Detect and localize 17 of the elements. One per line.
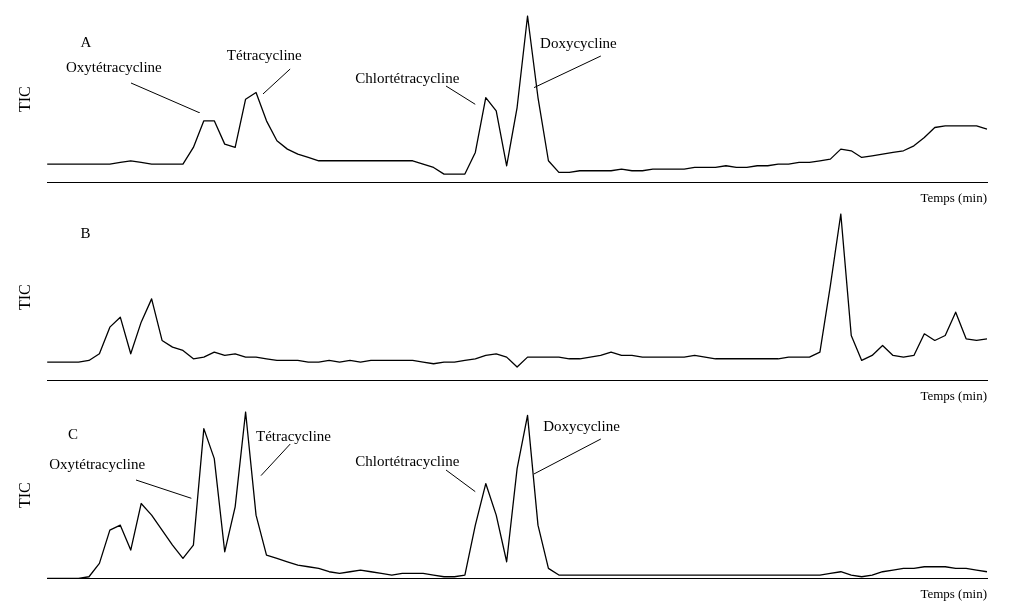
y-axis-title: TIC <box>15 482 33 509</box>
x-axis-title: Temps (min) <box>920 189 987 205</box>
annotation: Chlortétracycline <box>355 452 460 469</box>
y-axis-title: TIC <box>15 284 33 311</box>
annotation: Oxytétracycline <box>66 58 163 75</box>
annotation: B <box>80 224 91 241</box>
x-axis-title: Temps (min) <box>920 585 987 601</box>
y-axis-title: TIC <box>15 86 33 113</box>
annotation: Tétracycline <box>226 46 303 63</box>
annotation: Chlortétracycline <box>355 70 460 87</box>
annotation: Tétracycline <box>256 427 332 444</box>
annotation: C <box>68 426 79 443</box>
x-axis-title: Temps (min) <box>920 387 987 403</box>
annotation: Oxytétracycline <box>49 456 146 473</box>
annotation: A <box>80 33 92 50</box>
annotation: Doxycycline <box>543 417 621 434</box>
annotation: Doxycycline <box>540 35 618 52</box>
